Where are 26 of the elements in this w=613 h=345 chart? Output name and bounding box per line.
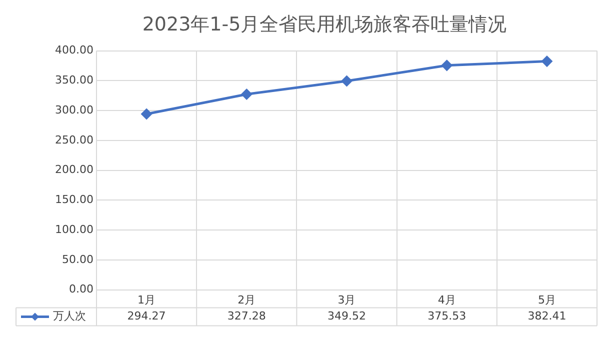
y-tick-label: 150.00	[54, 193, 94, 206]
y-tick-label: 250.00	[54, 133, 94, 146]
data-label: 349.52	[327, 310, 366, 323]
data-label: 375.53	[428, 310, 466, 323]
x-tick-label: 1月	[138, 293, 156, 306]
legend-label: 万人次	[53, 310, 86, 323]
y-tick-label: 300.00	[54, 103, 94, 116]
data-label: 382.41	[528, 310, 566, 323]
chart-title: 2023年1-5月全省民用机场旅客吞吐量情况	[142, 13, 507, 36]
y-tick-label: 400.00	[54, 44, 94, 57]
x-tick-label: 5月	[538, 293, 556, 306]
point	[241, 89, 252, 100]
y-tick-label: 50.00	[62, 252, 94, 266]
y-tick-label: 200.00	[54, 163, 94, 176]
y-tick-label: 100.00	[54, 222, 94, 236]
point	[341, 76, 352, 86]
x-tick-label: 3月	[338, 293, 356, 306]
point	[141, 108, 152, 120]
x-tick-label: 2月	[238, 293, 256, 306]
point	[542, 56, 552, 67]
point	[442, 60, 452, 71]
x-tick-label: 4月	[438, 293, 456, 306]
data-label: 327.28	[227, 310, 266, 323]
y-tick-label: 350.00	[54, 74, 94, 87]
y-tick-label: 0.00	[68, 282, 94, 296]
data-label: 294.27	[127, 310, 166, 323]
